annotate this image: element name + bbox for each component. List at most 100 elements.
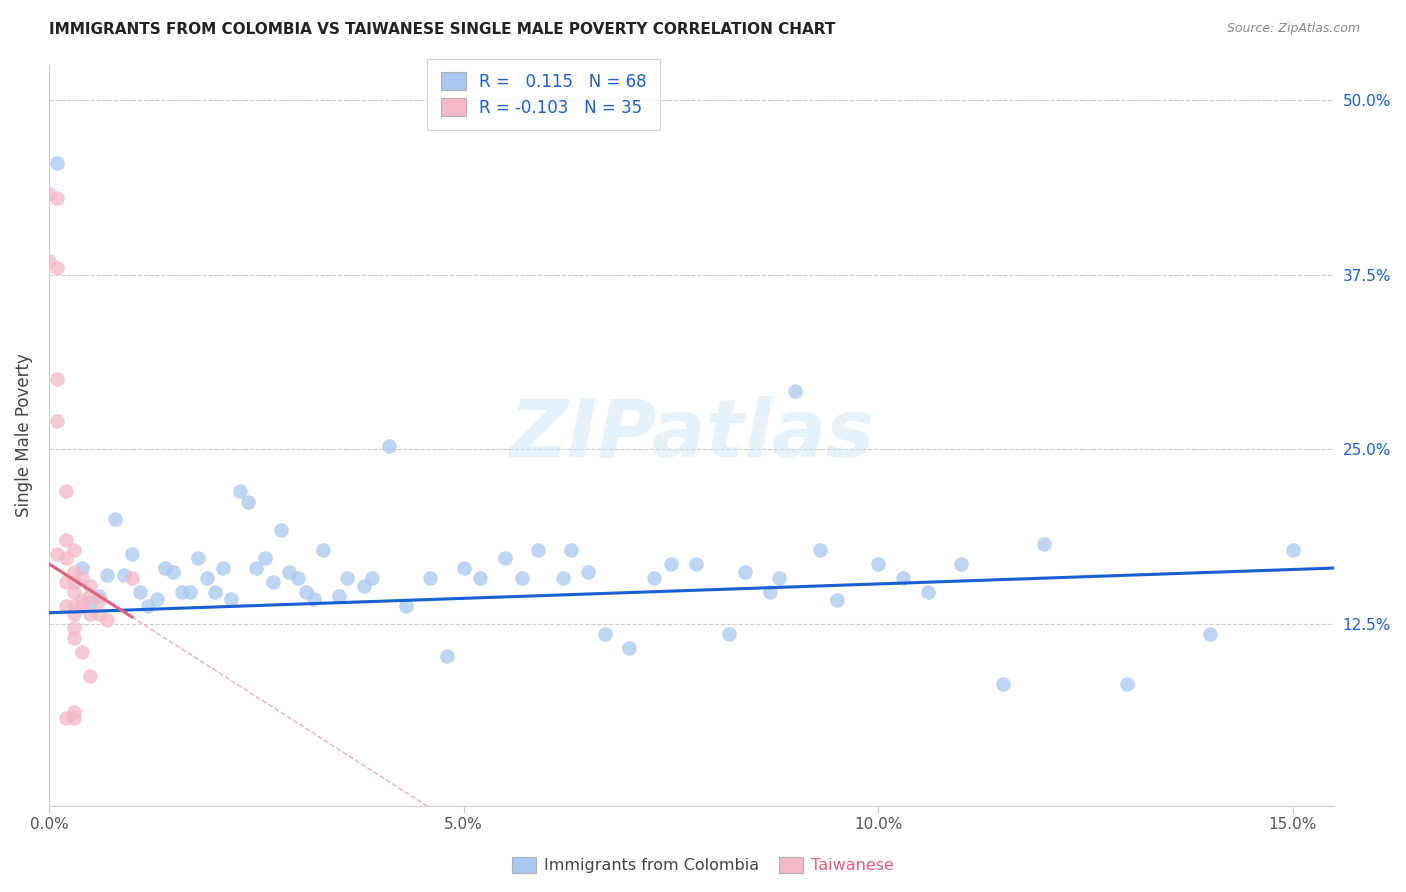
Legend: Immigrants from Colombia, Taiwanese: Immigrants from Colombia, Taiwanese [506, 850, 900, 880]
Point [63, 574, 86, 589]
Point [262, 574, 284, 589]
Point [950, 557, 973, 571]
Point [46, 156, 69, 170]
Point [278, 566, 301, 580]
Point [991, 677, 1014, 691]
Point [187, 551, 209, 566]
Point [1115, 677, 1137, 691]
Point [55, 574, 77, 589]
Point [79, 589, 101, 603]
Point [46, 372, 69, 386]
Point [63, 599, 86, 613]
Point [891, 571, 914, 585]
Point [468, 571, 491, 585]
Point [63, 705, 86, 719]
Point [46, 547, 69, 561]
Point [121, 547, 143, 561]
Point [63, 566, 86, 580]
Point [162, 566, 184, 580]
Point [138, 599, 160, 613]
Text: IMMIGRANTS FROM COLOMBIA VS TAIWANESE SINGLE MALE POVERTY CORRELATION CHART: IMMIGRANTS FROM COLOMBIA VS TAIWANESE SI… [49, 22, 835, 37]
Point [245, 561, 267, 575]
Point [593, 626, 616, 640]
Point [494, 551, 516, 566]
Point [659, 557, 682, 571]
Point [527, 542, 550, 557]
Point [79, 596, 101, 610]
Point [63, 621, 86, 635]
Point [121, 571, 143, 585]
Point [808, 542, 831, 557]
Point [576, 566, 599, 580]
Point [38, 253, 60, 268]
Point [1198, 626, 1220, 640]
Point [70, 645, 93, 659]
Point [560, 542, 582, 557]
Point [734, 566, 756, 580]
Point [170, 584, 193, 599]
Text: ZIPatlas: ZIPatlas [509, 396, 875, 475]
Point [63, 710, 86, 724]
Point [55, 551, 77, 566]
Point [204, 584, 226, 599]
Point [195, 571, 218, 585]
Point [46, 260, 69, 275]
Point [453, 561, 475, 575]
Point [145, 591, 167, 606]
Point [378, 440, 401, 454]
Point [96, 568, 118, 582]
Point [287, 571, 309, 585]
Point [868, 557, 890, 571]
Point [253, 551, 276, 566]
Point [236, 495, 259, 509]
Point [70, 561, 93, 575]
Point [46, 414, 69, 428]
Point [510, 571, 533, 585]
Point [79, 579, 101, 593]
Point [551, 571, 574, 585]
Point [79, 607, 101, 622]
Text: Source: ZipAtlas.com: Source: ZipAtlas.com [1226, 22, 1360, 36]
Point [221, 591, 243, 606]
Point [38, 186, 60, 201]
Point [63, 631, 86, 645]
Point [353, 579, 375, 593]
Point [1033, 537, 1056, 551]
Point [311, 542, 333, 557]
Point [212, 561, 235, 575]
Point [104, 512, 127, 526]
Point [685, 557, 707, 571]
Point [179, 584, 201, 599]
Point [112, 568, 135, 582]
Point [717, 626, 740, 640]
Point [394, 599, 416, 613]
Point [361, 571, 384, 585]
Point [328, 589, 350, 603]
Point [228, 484, 250, 499]
Legend: R =   0.115   N = 68, R = -0.103   N = 35: R = 0.115 N = 68, R = -0.103 N = 35 [427, 59, 659, 130]
Point [336, 571, 359, 585]
Point [917, 584, 939, 599]
Point [55, 710, 77, 724]
Point [87, 607, 110, 622]
Point [619, 640, 641, 655]
Point [295, 584, 318, 599]
Point [129, 584, 152, 599]
Point [825, 593, 848, 607]
Point [419, 571, 441, 585]
Point [63, 607, 86, 622]
Point [87, 589, 110, 603]
Point [96, 613, 118, 627]
Point [1281, 542, 1303, 557]
Point [436, 649, 458, 664]
Point [70, 593, 93, 607]
Point [153, 561, 176, 575]
Point [79, 668, 101, 682]
Point [87, 593, 110, 607]
Point [70, 571, 93, 585]
Point [759, 584, 782, 599]
Point [785, 384, 807, 398]
Point [55, 599, 77, 613]
Point [304, 591, 326, 606]
Point [768, 571, 790, 585]
